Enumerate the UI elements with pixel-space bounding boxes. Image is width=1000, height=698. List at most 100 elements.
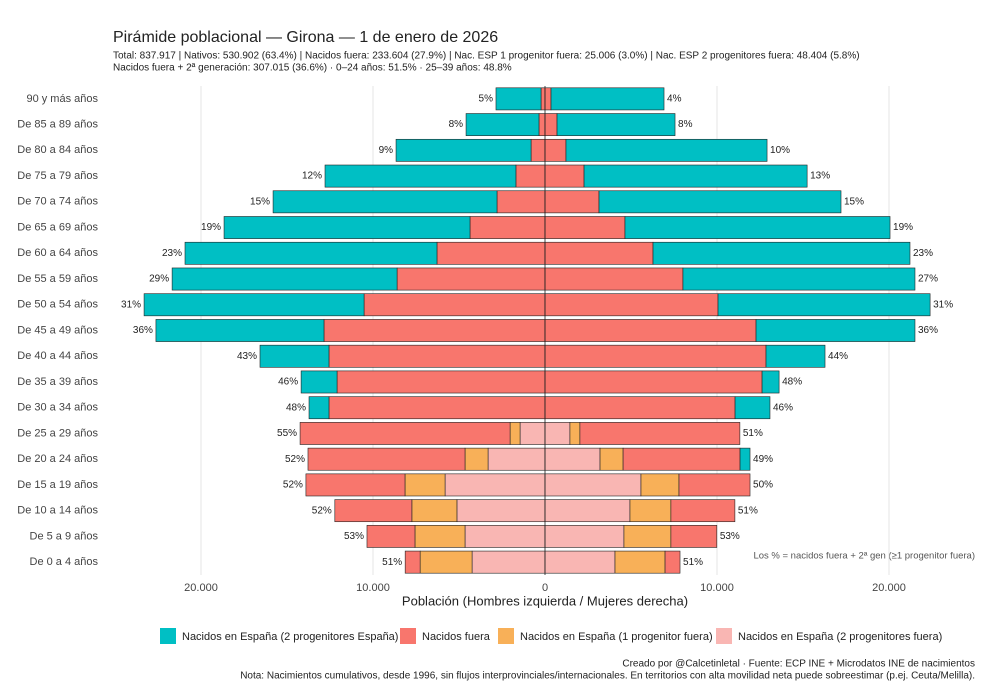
bar-segment	[544, 473, 642, 497]
data-label: 55%	[277, 428, 297, 439]
legend-label: Nacidos en España (2 progenitores fuera)	[738, 631, 942, 643]
bar-segment	[471, 550, 546, 574]
y-tick-label: De 40 a 44 años	[17, 350, 98, 362]
bar-segment	[305, 473, 406, 497]
y-tick-label: De 10 a 14 años	[17, 505, 98, 517]
credits: Creado por @Calcetinletal · Fuente: ECP …	[622, 659, 975, 670]
bar-segment	[509, 422, 521, 445]
bar-segment	[598, 190, 842, 214]
bar-segment	[544, 113, 558, 136]
data-label: 52%	[312, 505, 332, 516]
x-axis-title: Población (Hombres izquierda / Mujeres d…	[402, 593, 688, 608]
y-tick-label: De 50 a 54 años	[17, 299, 98, 311]
bar-segment	[404, 473, 446, 497]
data-label: 15%	[844, 196, 864, 207]
data-label: 43%	[237, 351, 257, 362]
bar-segment	[419, 550, 473, 574]
bar-segment	[469, 216, 546, 239]
y-tick-label: De 15 a 19 años	[17, 479, 98, 491]
data-label: 27%	[918, 274, 938, 285]
bar-segment	[299, 422, 511, 445]
bar-segment	[734, 396, 771, 420]
data-label: 5%	[479, 94, 494, 105]
bar-segment	[664, 550, 681, 574]
bar-segment	[272, 190, 498, 214]
data-label: 53%	[720, 531, 740, 542]
data-label: 19%	[893, 222, 913, 233]
x-tick-label: 20.000	[184, 582, 218, 594]
bar-segment	[544, 87, 552, 111]
bar-segment	[366, 525, 416, 548]
bar-segment	[623, 525, 672, 548]
bar-segment	[556, 113, 676, 136]
legend-swatch	[400, 628, 416, 644]
bar-segment	[495, 87, 542, 111]
data-label: 12%	[302, 171, 322, 182]
bar-segment	[336, 370, 546, 394]
bar-segment	[717, 293, 931, 317]
bar-segment	[624, 216, 891, 239]
data-label: 4%	[667, 94, 682, 105]
bar-segment	[640, 473, 680, 497]
bar-segment	[614, 550, 666, 574]
legend-swatch	[716, 628, 732, 644]
y-tick-label: De 0 a 4 años	[30, 556, 99, 568]
y-tick-label: De 5 a 9 años	[30, 530, 99, 542]
data-label: 9%	[379, 145, 394, 156]
data-label: 52%	[285, 454, 305, 465]
x-tick-label: 10.000	[356, 582, 390, 594]
bar-segment	[464, 447, 489, 471]
data-label: 46%	[773, 402, 793, 413]
data-label: 51%	[382, 557, 402, 568]
data-label: 46%	[278, 377, 298, 388]
bar-segment	[755, 319, 916, 342]
data-label: 8%	[449, 119, 464, 130]
y-tick-label: De 45 a 49 años	[17, 324, 98, 336]
data-label: 23%	[913, 248, 933, 259]
bar-segment	[436, 241, 546, 265]
bar-segment	[223, 216, 471, 239]
legend-label: Nacidos en España (1 progenitor fuera)	[520, 631, 713, 643]
legend-label: Nacidos fuera	[422, 631, 491, 643]
data-label: 8%	[678, 119, 693, 130]
credits: Nota: Nacimientos cumulativos, desde 199…	[240, 671, 975, 682]
y-tick-label: De 30 a 34 años	[17, 402, 98, 414]
bar-segment	[171, 267, 398, 291]
bar-segment	[530, 138, 546, 162]
data-label: 44%	[828, 351, 848, 362]
data-label: 31%	[933, 299, 953, 310]
bar-segment	[544, 344, 767, 368]
data-label: 48%	[782, 377, 802, 388]
data-label: 23%	[162, 248, 182, 259]
bar-segment	[622, 447, 741, 471]
bar-segment	[307, 447, 466, 471]
bar-segment	[544, 319, 757, 342]
data-label: 49%	[753, 454, 773, 465]
y-tick-label: De 35 a 39 años	[17, 376, 98, 388]
data-label: 10%	[770, 145, 790, 156]
data-label: 36%	[918, 325, 938, 336]
bar-segment	[300, 370, 338, 394]
data-label: 13%	[810, 171, 830, 182]
y-tick-label: De 65 a 69 años	[17, 221, 98, 233]
bar-segment	[334, 499, 413, 523]
bar-segment	[328, 396, 546, 420]
bar-segment	[308, 396, 330, 420]
bar-segment	[544, 499, 631, 523]
bar-segment	[544, 525, 625, 548]
bar-segment	[629, 499, 672, 523]
bar-segment	[519, 422, 546, 445]
bar-segment	[670, 499, 736, 523]
data-label: 29%	[149, 274, 169, 285]
bar-segment	[465, 113, 540, 136]
y-tick-label: De 85 a 89 años	[17, 119, 98, 131]
bar-segment	[363, 293, 546, 317]
legend-label: Nacidos en España (2 progenitores España…	[182, 631, 398, 643]
data-label: 51%	[738, 505, 758, 516]
bar-segment	[155, 319, 325, 342]
bar-segment	[456, 499, 546, 523]
bar-segment	[544, 241, 654, 265]
y-tick-label: De 25 a 29 años	[17, 427, 98, 439]
y-tick-label: De 20 a 24 años	[17, 453, 98, 465]
bar-segment	[544, 396, 736, 420]
